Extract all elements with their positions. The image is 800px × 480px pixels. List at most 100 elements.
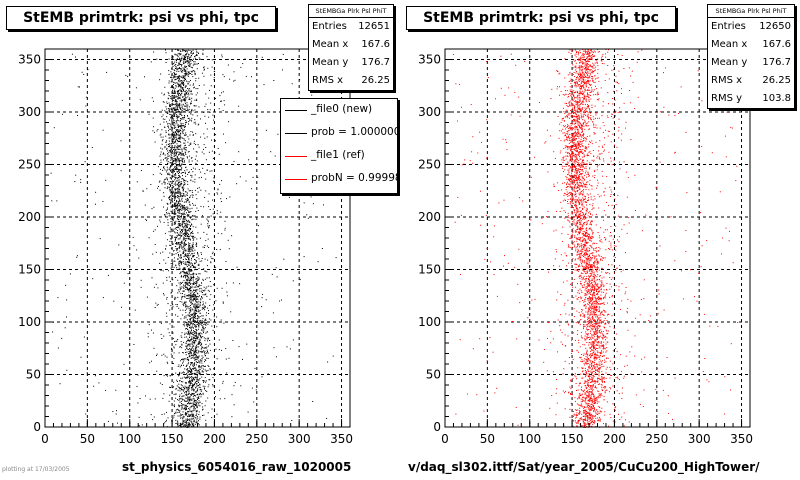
scatter-point <box>92 278 94 280</box>
scatter-point <box>610 417 612 419</box>
scatter-point <box>175 59 177 61</box>
scatter-point <box>178 70 180 72</box>
scatter-point <box>203 414 205 416</box>
scatter-point <box>185 264 187 266</box>
scatter-point <box>602 182 604 184</box>
scatter-point <box>582 171 584 173</box>
scatter-point <box>182 248 184 250</box>
scatter-point <box>615 249 617 251</box>
scatter-point <box>183 83 185 85</box>
scatter-point <box>213 316 215 318</box>
scatter-point <box>177 53 179 55</box>
scatter-point <box>188 321 190 323</box>
scatter-point <box>185 283 187 285</box>
scatter-point <box>196 151 198 153</box>
scatter-point <box>321 248 323 249</box>
scatter-point <box>190 399 192 401</box>
scatter-point <box>200 302 201 304</box>
scatter-point <box>184 309 186 311</box>
scatter-point <box>185 422 187 424</box>
scatter-point <box>204 294 206 296</box>
scatter-point <box>181 101 183 103</box>
scatter-point <box>191 249 193 251</box>
scatter-point <box>197 389 199 391</box>
scatter-point <box>587 313 588 315</box>
scatter-point <box>188 81 190 83</box>
scatter-point <box>187 206 189 208</box>
scatter-point <box>166 411 167 413</box>
scatter-point <box>183 99 185 101</box>
scatter-point <box>189 281 191 283</box>
x-tick-label: 350 <box>330 432 353 446</box>
scatter-point <box>200 189 202 191</box>
scatter-point <box>179 169 181 171</box>
scatter-point <box>171 183 173 185</box>
scatter-point <box>180 255 182 257</box>
scatter-point <box>239 176 241 178</box>
scatter-point <box>176 106 178 108</box>
scatter-point <box>181 347 183 349</box>
scatter-point <box>582 164 584 166</box>
scatter-point <box>179 181 181 183</box>
scatter-point <box>196 298 198 300</box>
scatter-point <box>217 188 219 190</box>
scatter-point <box>167 150 169 152</box>
scatter-point <box>186 260 188 262</box>
scatter-point <box>174 298 176 300</box>
scatter-point <box>178 405 180 407</box>
scatter-point <box>188 249 190 251</box>
scatter-point <box>173 393 175 395</box>
scatter-point <box>195 387 196 389</box>
scatter-point <box>184 65 186 67</box>
scatter-point <box>181 359 182 360</box>
scatter-point <box>178 63 180 65</box>
scatter-point <box>198 338 200 340</box>
scatter-point <box>192 237 194 239</box>
scatter-point <box>189 337 190 338</box>
scatter-point <box>185 420 187 422</box>
scatter-point <box>615 115 616 117</box>
scatter-point <box>493 236 495 238</box>
scatter-point <box>567 192 569 194</box>
scatter-point <box>176 235 178 237</box>
scatter-point <box>191 191 193 193</box>
x-tick-label: 200 <box>203 432 226 446</box>
scatter-point <box>167 161 169 163</box>
scatter-point <box>170 86 172 88</box>
scatter-point <box>171 194 173 196</box>
scatter-point <box>183 290 185 292</box>
scatter-point <box>201 360 203 362</box>
scatter-point <box>187 289 189 291</box>
scatter-point <box>171 263 173 265</box>
scatter-point <box>194 86 195 88</box>
scatter-point <box>181 125 183 127</box>
scatter-point <box>579 181 581 183</box>
scatter-point <box>186 340 188 342</box>
scatter-point <box>262 293 263 295</box>
scatter-point <box>192 272 194 274</box>
scatter-point <box>178 261 180 263</box>
scatter-point <box>175 76 177 78</box>
scatter-point <box>176 423 178 425</box>
scatter-point <box>184 91 186 92</box>
scatter-point <box>184 75 186 76</box>
scatter-point <box>106 71 108 73</box>
scatter-point <box>113 300 115 302</box>
scatter-point <box>196 52 198 53</box>
scatter-point <box>198 413 200 415</box>
scatter-point <box>191 97 193 99</box>
scatter-point <box>183 63 185 64</box>
scatter-point <box>199 319 201 321</box>
scatter-point <box>579 122 581 124</box>
scatter-point <box>175 213 177 215</box>
scatter-point <box>196 238 198 240</box>
scatter-point <box>194 351 196 352</box>
scatter-point <box>183 76 185 78</box>
scatter-point <box>164 422 166 424</box>
scatter-point <box>188 88 190 89</box>
scatter-point <box>191 337 193 339</box>
scatter-point <box>181 65 182 67</box>
scatter-point <box>192 424 194 426</box>
scatter-point <box>179 189 181 191</box>
scatter-point <box>184 206 186 208</box>
